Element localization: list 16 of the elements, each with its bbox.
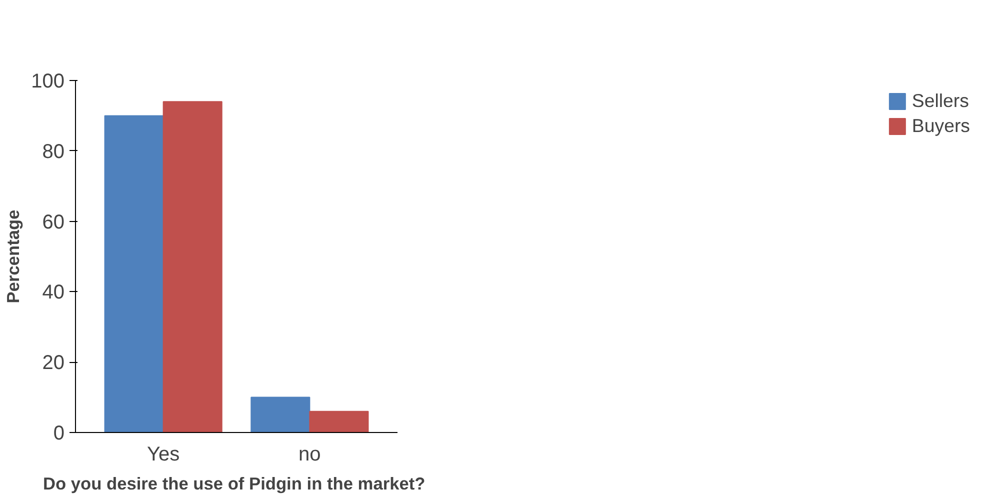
- legend-label: Sellers: [912, 90, 969, 112]
- y-tick-label: 80: [42, 140, 65, 163]
- y-tick-label: 60: [42, 211, 65, 234]
- y-tick-label: 0: [53, 422, 64, 444]
- y-axis-title: Percentage: [3, 209, 24, 304]
- x-tick-label: Yes: [147, 444, 180, 466]
- y-tick-label: 100: [31, 70, 65, 92]
- x-axis-title: Do you desire the use of Pidgin in the market?: [42, 474, 426, 494]
- bar: [250, 396, 310, 432]
- bar: [309, 410, 369, 432]
- bar: [104, 115, 164, 432]
- bar: [162, 101, 222, 432]
- x-tick-label: no: [298, 444, 321, 466]
- y-tick-label: 40: [42, 282, 65, 304]
- y-tick-label: 20: [42, 352, 65, 374]
- legend-label: Buyers: [912, 115, 970, 137]
